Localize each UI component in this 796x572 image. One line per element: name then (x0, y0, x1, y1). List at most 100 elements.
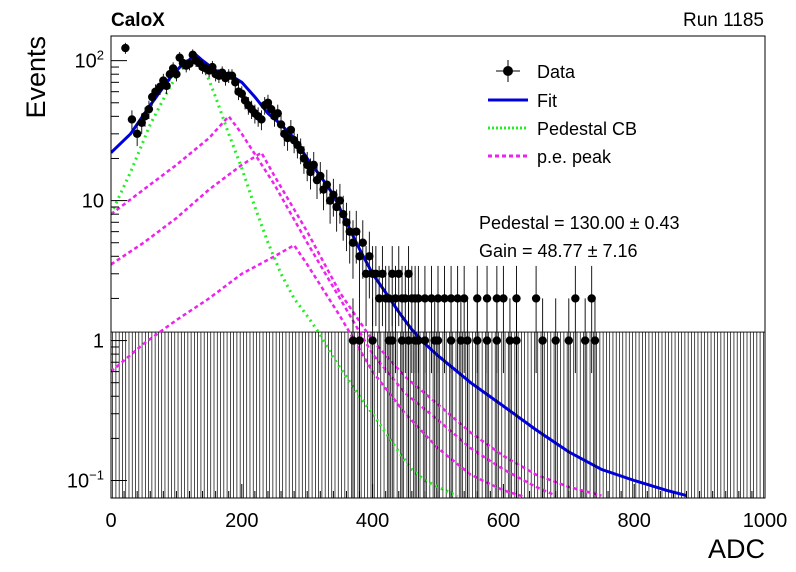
data-marker (273, 109, 282, 118)
data-marker (227, 71, 237, 80)
data-marker (571, 294, 580, 303)
data-point (127, 110, 137, 131)
data-marker (482, 336, 492, 345)
data-marker (303, 160, 312, 170)
data-point (172, 67, 181, 82)
data-marker (348, 238, 358, 247)
data-marker (361, 269, 371, 278)
data-marker (512, 294, 521, 303)
data-point (590, 298, 600, 498)
data-point (420, 298, 430, 498)
data-marker (492, 294, 502, 303)
data-marker (473, 294, 482, 303)
data-marker (388, 269, 397, 278)
data-point (401, 265, 410, 374)
data-marker (446, 336, 456, 345)
x-tick-label: 0 (105, 510, 116, 532)
data-point (456, 298, 466, 498)
data-marker (172, 70, 181, 79)
data-marker (397, 336, 407, 345)
data-marker (329, 190, 338, 200)
data-point (531, 265, 541, 374)
data-point (361, 246, 371, 327)
data-point (355, 231, 364, 299)
data-point (571, 265, 580, 374)
data-point (144, 100, 154, 119)
data-marker (394, 269, 403, 278)
data-marker (342, 218, 351, 227)
pedestal-result: Pedestal = 130.00 ± 0.43 (479, 213, 680, 233)
data-marker (358, 238, 367, 247)
data-marker (231, 78, 240, 87)
data-marker (453, 294, 462, 303)
data-point (365, 231, 374, 299)
data-point (338, 195, 348, 241)
data-marker (338, 209, 348, 219)
data-marker (492, 336, 502, 345)
data-marker (296, 145, 305, 155)
data-point (499, 265, 508, 374)
data-marker (140, 112, 150, 121)
data-points (121, 42, 600, 498)
legend-data-marker (503, 66, 513, 76)
data-marker (208, 62, 217, 72)
run-label: Run 1185 (683, 10, 764, 31)
data-point (132, 123, 142, 147)
data-point (257, 110, 266, 131)
data-point (404, 298, 413, 498)
data-point (587, 265, 596, 374)
data-point (564, 298, 573, 498)
data-point (348, 298, 358, 498)
y-tick-label: 102 (75, 48, 104, 73)
data-marker (306, 167, 315, 177)
data-marker (580, 336, 590, 345)
data-marker (391, 294, 400, 303)
x-axis-title: ADC (708, 534, 765, 564)
data-marker (368, 336, 377, 345)
gain-value: Gain = 48.77 (479, 241, 583, 261)
data-marker (459, 294, 469, 303)
data-marker (267, 104, 276, 114)
data-marker (335, 196, 345, 205)
data-marker (538, 336, 547, 345)
data-marker (355, 336, 364, 345)
data-marker (371, 269, 381, 278)
data-marker (299, 154, 309, 163)
pedestal-value: Pedestal = 130.00 (479, 213, 625, 233)
data-point (446, 298, 456, 498)
data-marker (456, 336, 466, 345)
data-point (309, 152, 318, 182)
data-point (551, 298, 560, 498)
data-point (231, 75, 240, 91)
data-point (388, 298, 397, 498)
low-stat-bars (111, 331, 765, 498)
y-tick-label: 1 (93, 331, 104, 353)
data-marker (414, 336, 423, 345)
data-marker (352, 227, 361, 236)
x-tick-label: 200 (225, 510, 258, 532)
data-point (368, 298, 377, 498)
legend-fit-label: Fit (537, 91, 557, 111)
data-point (397, 298, 407, 498)
data-marker (388, 336, 397, 345)
data-marker (463, 336, 472, 345)
data-point (371, 246, 381, 327)
data-point (358, 220, 367, 279)
data-marker (121, 43, 130, 53)
data-marker (374, 294, 384, 303)
data-point (473, 298, 482, 498)
data-marker (482, 294, 492, 303)
fit-results: Pedestal = 130.00 ± 0.43 Gain = 48.77 ± 7.… (479, 213, 680, 261)
data-point (463, 298, 472, 498)
data-point (512, 298, 521, 498)
data-point (355, 298, 364, 498)
data-point (121, 42, 130, 54)
pedestal-error: ± 0.43 (630, 213, 680, 233)
x-tick-label: 800 (618, 510, 651, 532)
x-tick-label: 400 (356, 510, 389, 532)
data-marker (420, 336, 430, 345)
data-marker (378, 269, 387, 278)
data-point (414, 298, 423, 498)
data-marker (401, 294, 410, 303)
